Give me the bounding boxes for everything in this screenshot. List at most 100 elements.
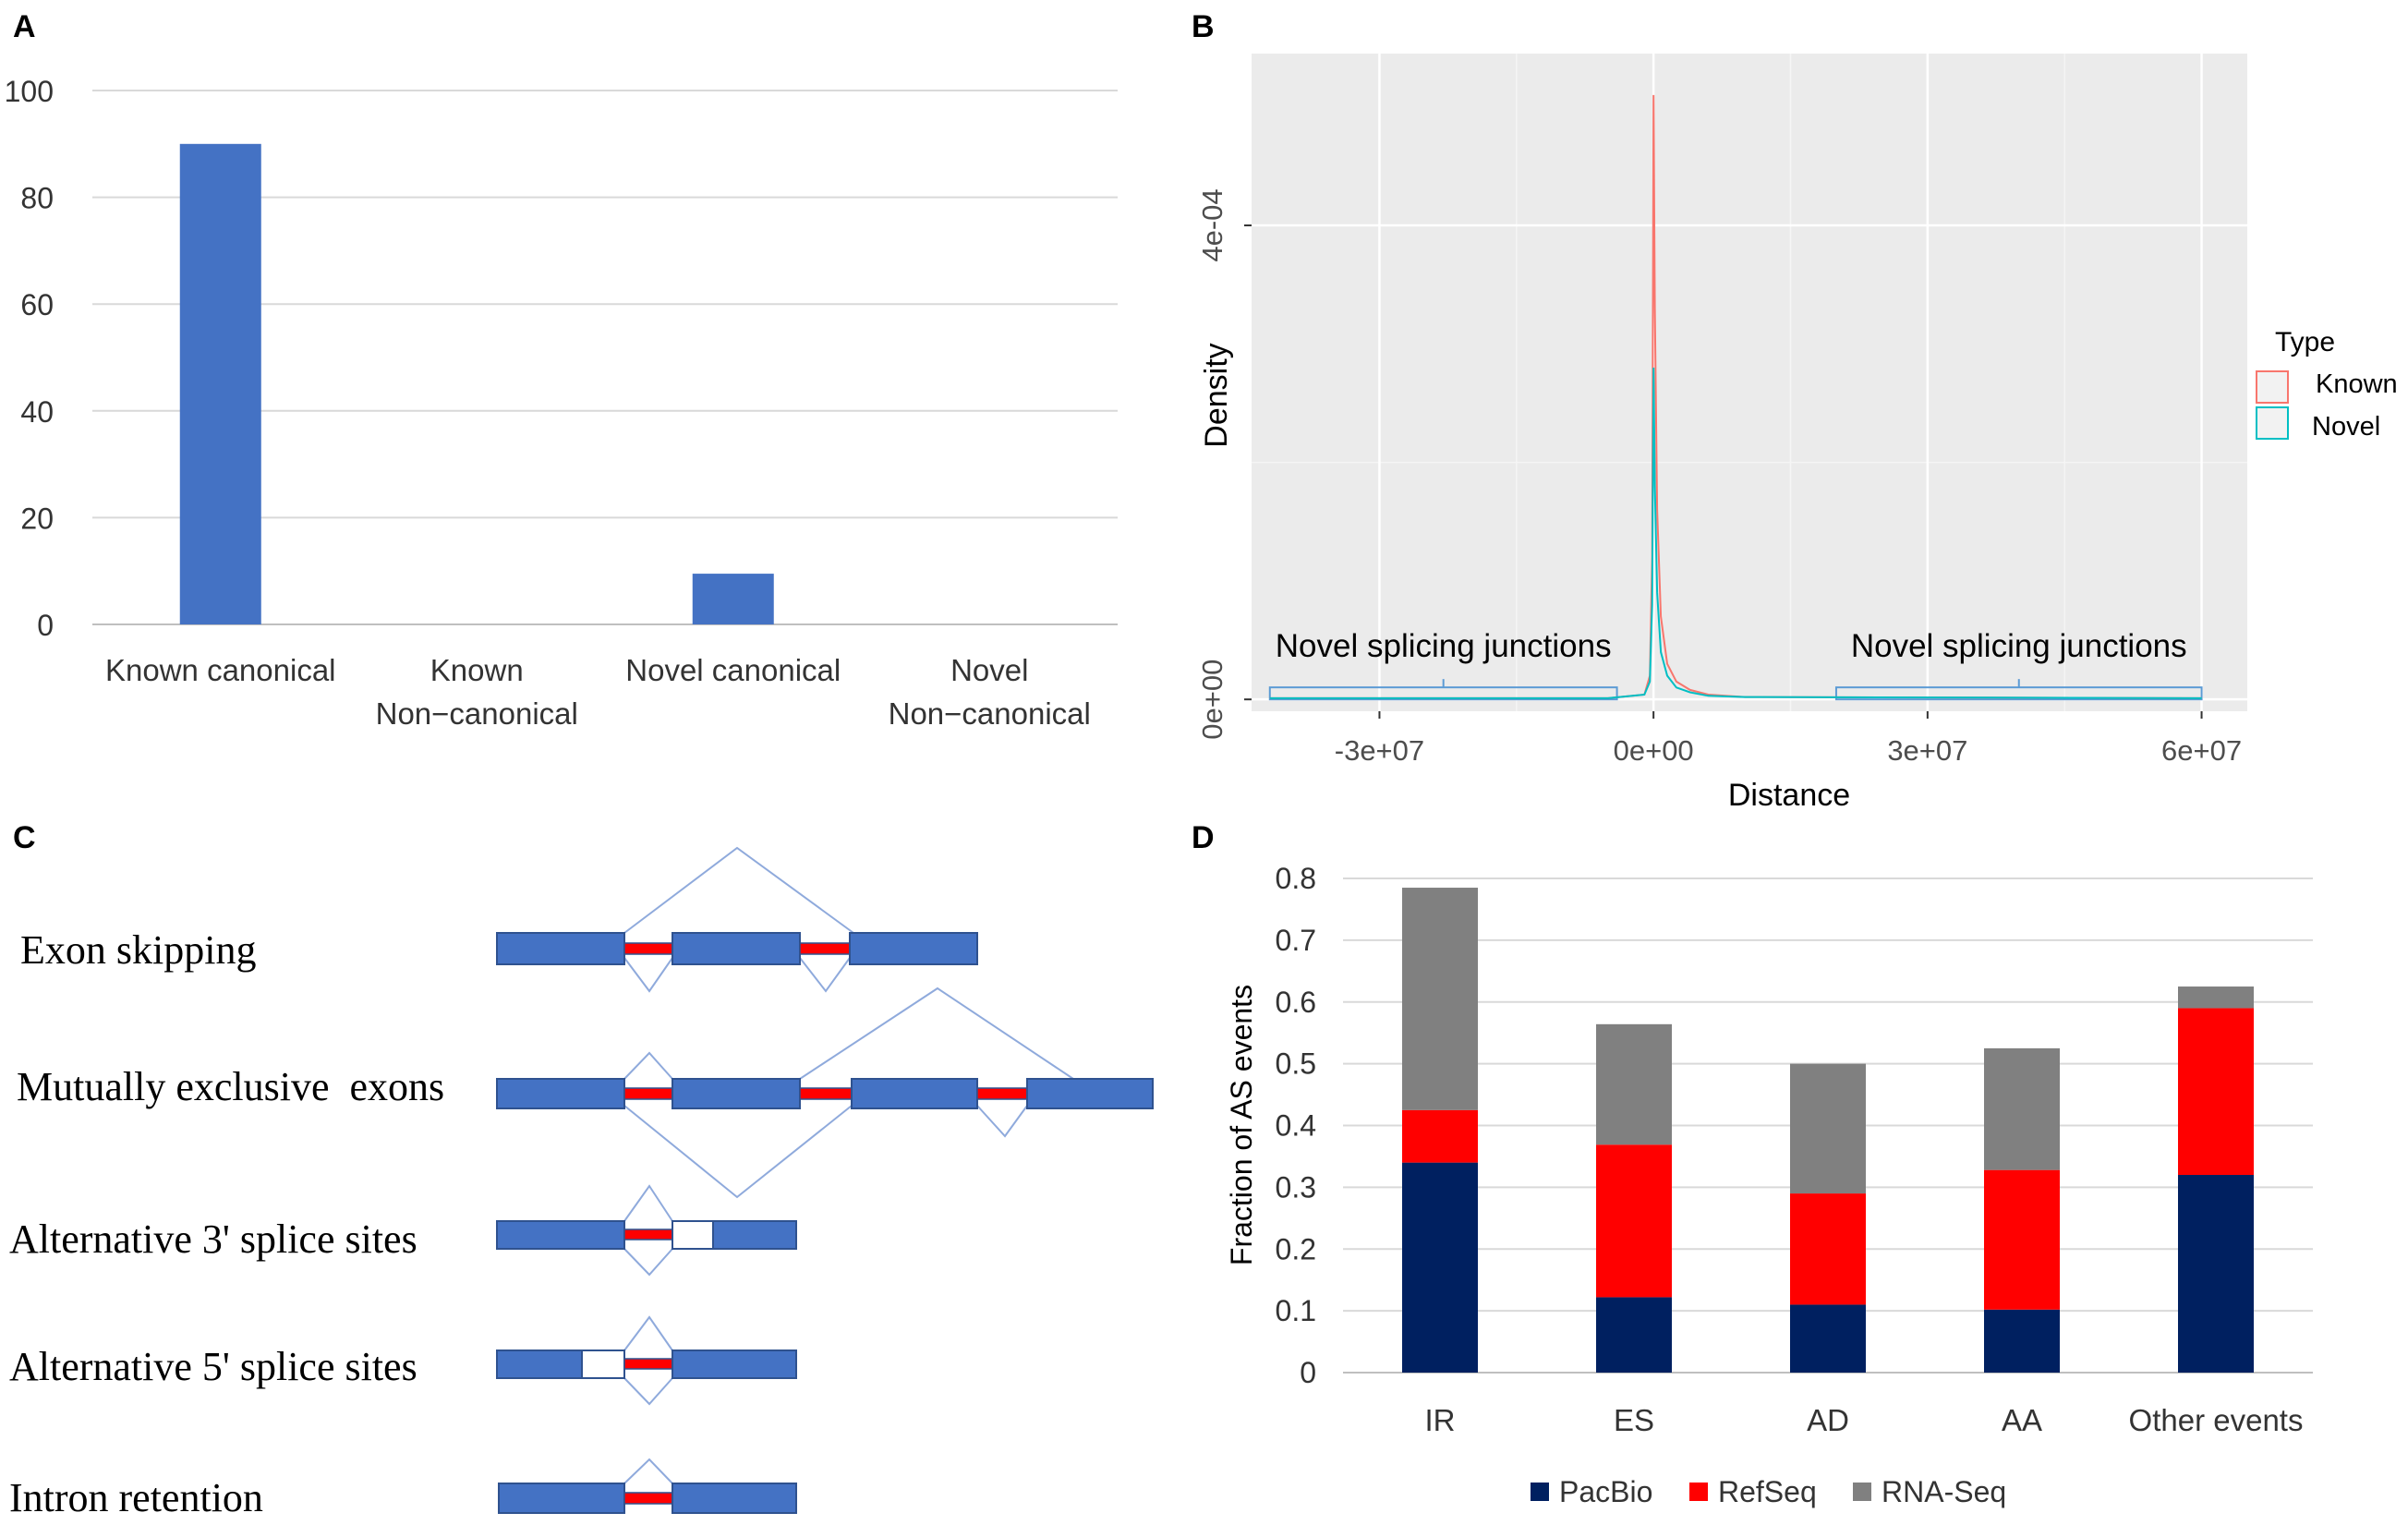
y-tick-label: 80: [20, 182, 54, 215]
mxe-exon-2: [672, 1078, 801, 1109]
x-tick-label: AD: [1807, 1403, 1849, 1437]
panel-d-y-ticks: 0 0.1 0.2 0.3 0.4 0.5 0.6 0.7 0.8: [1276, 862, 1316, 1389]
ir-exon-1: [498, 1483, 625, 1514]
ir-exon-2: [672, 1483, 797, 1514]
panel-d-y-axis-title: Fraction of AS events: [1225, 985, 1258, 1265]
bar-segment-pacbio: [1790, 1304, 1866, 1373]
panel-d-bars: [1402, 888, 2254, 1373]
bar-segment-rnaseq: [1402, 888, 1478, 1110]
skip-junction-line: [623, 846, 854, 934]
annotation-text: Novel splicing junctions: [1276, 628, 1612, 664]
mxe-exon-4: [1026, 1078, 1154, 1109]
x-tick-label: ES: [1614, 1403, 1654, 1437]
mxe-intron-3: [976, 1087, 1028, 1100]
panel-b-y-axis-title: Density: [1199, 343, 1234, 447]
a3ss-lower-junction: [623, 1248, 673, 1277]
panel-b-label: B: [1192, 9, 1215, 44]
exon-1: [496, 932, 625, 965]
panel-b-ticks: -3e+07 0e+00 3e+07 6e+07 0e+00 4e-04: [1196, 188, 2242, 767]
x-tick-label: 3e+07: [1887, 734, 1967, 767]
bar-segment-refseq: [1596, 1144, 1672, 1298]
row-label-intron-retention: Intron retention: [9, 1475, 263, 1520]
legend-label-novel: Novel: [2312, 412, 2380, 442]
bar-segment-pacbio: [1402, 1162, 1478, 1373]
y-tick-label: 0.1: [1276, 1294, 1316, 1327]
bar: [692, 574, 774, 624]
x-tick-label: IR: [1425, 1403, 1456, 1437]
y-tick-label: 0e+00: [1196, 660, 1228, 740]
alt-5-splice-diagram: [496, 1315, 797, 1406]
panel-c-splicing-diagram: Exon skipping Mutually exclusive exons A…: [9, 846, 1154, 1520]
legend-label-pacbio: PacBio: [1559, 1475, 1652, 1508]
a3ss-exon-1: [496, 1220, 625, 1250]
x-tick-label: 6e+07: [2161, 734, 2242, 767]
inclusion-junction-line-2: [799, 957, 851, 993]
y-tick-label: 0.7: [1276, 924, 1316, 957]
a3ss-alt-region: [672, 1220, 714, 1250]
y-tick-label: 60: [20, 288, 54, 321]
y-tick-label: 4e-04: [1196, 188, 1228, 261]
y-tick-label: 0: [37, 609, 54, 642]
stacked-bar-aa: [1984, 1047, 2060, 1373]
bar-segment-refseq: [1984, 1169, 2060, 1310]
ir-intron: [623, 1492, 673, 1505]
intron-retention-diagram: [498, 1458, 797, 1514]
mutually-exclusive-exons-diagram: [496, 986, 1154, 1199]
mxe-intron-2: [799, 1087, 853, 1100]
panel-a-bars: [179, 143, 774, 625]
density-line-novel: [1269, 367, 2202, 699]
panel-a-bar-chart: 0 20 40 60 80 100 Known canonical Known Non−can…: [5, 75, 1118, 731]
panel-a-y-ticks: 0 20 40 60 80 100: [5, 75, 54, 642]
y-tick-label: 0.6: [1276, 986, 1316, 1019]
bar-segment-pacbio: [1596, 1297, 1672, 1373]
panel-a-x-labels: Known canonical Known Non−canonical Novel c…: [105, 653, 1091, 731]
panel-b-legend: Type Known Novel: [2256, 327, 2398, 442]
panel-b-density-lines: [1269, 94, 2202, 699]
junction-annotation: Novel splicing junctions: [1834, 628, 2203, 701]
annotation-text: Novel splicing junctions: [1851, 628, 2187, 664]
bar-segment-pacbio: [1984, 1309, 2060, 1373]
stacked-bar-ad: [1790, 1063, 1866, 1373]
stacked-bar-other-events: [2178, 986, 2254, 1373]
stacked-bar-es: [1596, 1023, 1672, 1373]
inclusion-junction-line-1: [623, 957, 673, 993]
legend-label-known: Known: [2316, 369, 2398, 399]
bar-segment-refseq: [2178, 1008, 2254, 1175]
panel-d-label: D: [1192, 820, 1215, 855]
row-label-mutually-exclusive-exons: Mutually exclusive exons: [17, 1064, 444, 1109]
x-tick-label: Other events: [2129, 1403, 2304, 1437]
y-tick-label: 0.8: [1276, 862, 1316, 895]
ir-junction: [623, 1458, 673, 1484]
a5ss-exon-1: [496, 1350, 583, 1379]
x-tick-label: Known canonical: [105, 653, 336, 687]
panel-b-density-plot: Novel splicing junctions Novel splicing j…: [1196, 54, 2398, 813]
a3ss-upper-junction: [623, 1184, 673, 1222]
bar-segment-rnaseq: [1596, 1023, 1672, 1145]
a5ss-lower-junction: [623, 1377, 673, 1406]
x-tick-label: Non−canonical: [376, 696, 578, 731]
y-tick-label: 0.4: [1276, 1109, 1316, 1143]
x-tick-label: AA: [2002, 1403, 2042, 1437]
panel-d-stacked-bar-chart: 0 0.1 0.2 0.3 0.4 0.5 0.6 0.7 0.8 IR ES AD AA Other …: [1225, 862, 2313, 1508]
panel-d-legend: PacBio RefSeq RNA-Seq: [1531, 1475, 2006, 1508]
row-label-alt-3-splice: Alternative 3' splice sites: [9, 1216, 417, 1262]
a5ss-upper-junction: [623, 1315, 673, 1351]
a5ss-exon-2: [672, 1350, 797, 1379]
mxe-intron-1: [623, 1087, 673, 1100]
y-tick-label: 0.2: [1276, 1232, 1316, 1265]
mxe-upper-small-junction: [623, 1051, 673, 1080]
a5ss-intron: [623, 1358, 673, 1370]
x-tick-label: Known: [430, 653, 524, 687]
panel-b-plot-background: [1252, 54, 2247, 711]
intron-1: [623, 942, 673, 955]
alt-3-splice-diagram: [496, 1184, 797, 1277]
y-tick-label: 20: [20, 502, 54, 535]
mxe-exon-3: [851, 1078, 978, 1109]
exon-skipping-diagram: [496, 846, 978, 993]
legend-key-rnaseq: [1853, 1483, 1871, 1501]
row-label-alt-5-splice: Alternative 5' splice sites: [9, 1344, 417, 1389]
y-tick-label: 0.3: [1276, 1170, 1316, 1204]
mxe-lower-large-junction: [623, 1105, 853, 1199]
row-label-exon-skipping: Exon skipping: [20, 927, 256, 973]
